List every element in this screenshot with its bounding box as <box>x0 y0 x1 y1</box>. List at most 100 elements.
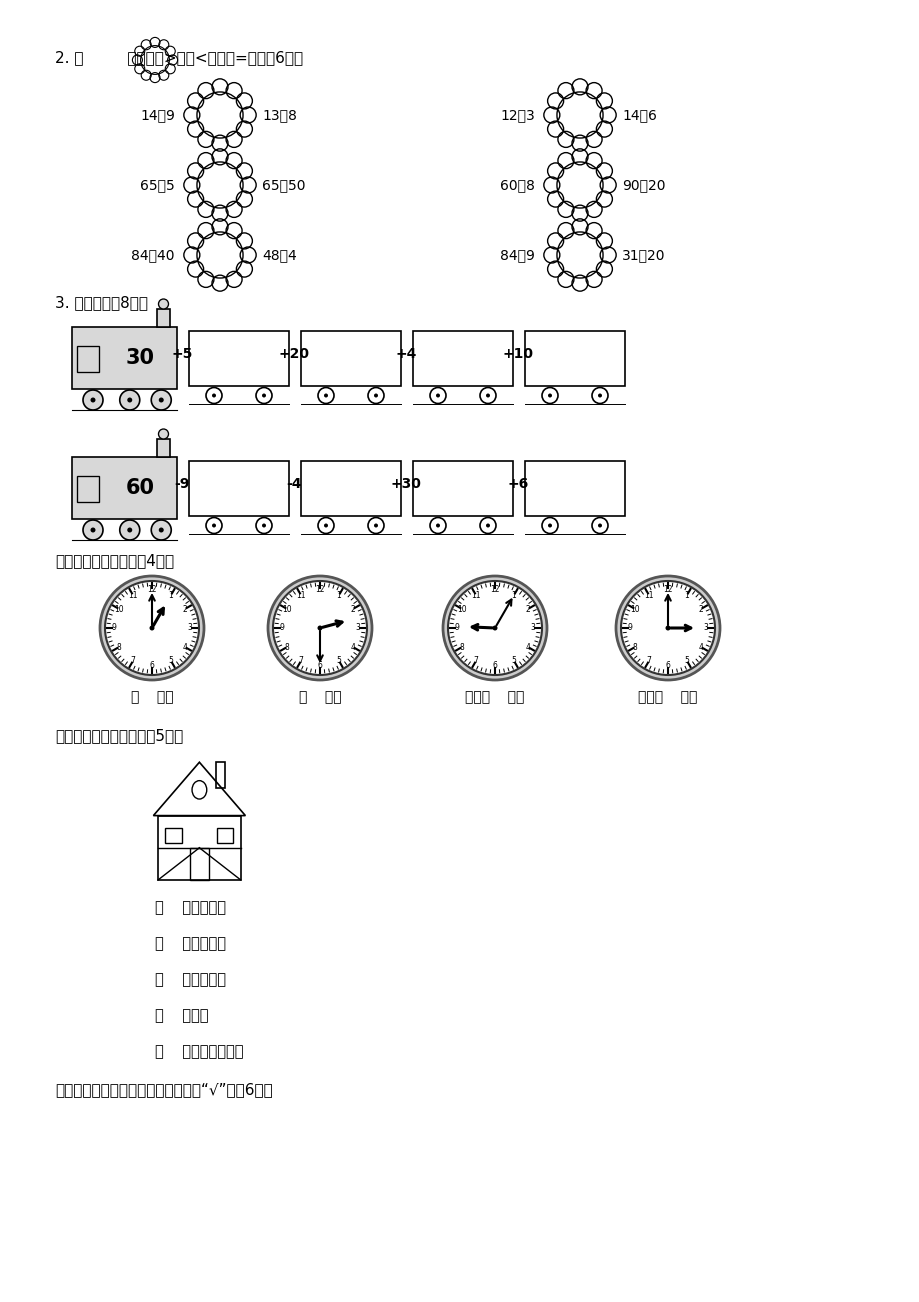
Text: 1: 1 <box>684 591 688 600</box>
Text: 3: 3 <box>355 624 360 633</box>
Text: 9: 9 <box>279 624 284 633</box>
Text: 1: 1 <box>336 591 341 600</box>
Text: 60: 60 <box>126 478 154 497</box>
Text: +30: +30 <box>391 477 421 491</box>
Text: 4: 4 <box>698 642 703 651</box>
Circle shape <box>374 393 378 397</box>
Circle shape <box>119 519 140 540</box>
Text: 5: 5 <box>168 656 174 665</box>
Circle shape <box>267 575 371 680</box>
Circle shape <box>83 391 103 410</box>
Text: 90－20: 90－20 <box>621 178 664 191</box>
Circle shape <box>664 625 670 630</box>
Text: 4: 4 <box>350 642 355 651</box>
Text: 5: 5 <box>336 656 341 665</box>
Text: 10: 10 <box>457 604 467 613</box>
Circle shape <box>597 393 601 397</box>
Circle shape <box>374 523 378 527</box>
Text: 9: 9 <box>111 624 117 633</box>
Text: （    ）个长方形: （ ）个长方形 <box>154 900 226 915</box>
Circle shape <box>151 519 171 540</box>
Text: 9: 9 <box>454 624 459 633</box>
FancyBboxPatch shape <box>157 439 170 457</box>
Circle shape <box>436 393 439 397</box>
Text: 1: 1 <box>511 591 516 600</box>
FancyBboxPatch shape <box>72 327 176 389</box>
Text: 6: 6 <box>317 661 322 671</box>
Text: 12: 12 <box>663 586 672 595</box>
FancyBboxPatch shape <box>157 309 170 327</box>
Circle shape <box>149 625 154 630</box>
Text: 7: 7 <box>646 656 651 665</box>
Circle shape <box>127 397 132 402</box>
Text: 3: 3 <box>530 624 535 633</box>
Text: 12－3: 12－3 <box>500 108 535 122</box>
Text: 12: 12 <box>315 586 324 595</box>
Text: 四、数一数，填一填。（5分）: 四、数一数，填一填。（5分） <box>55 728 183 743</box>
FancyBboxPatch shape <box>72 457 176 519</box>
Text: 11: 11 <box>296 591 305 600</box>
Text: 84－9: 84－9 <box>500 247 535 262</box>
Circle shape <box>158 299 168 309</box>
Circle shape <box>127 527 132 533</box>
Circle shape <box>317 625 323 630</box>
Circle shape <box>159 397 164 402</box>
Text: 12: 12 <box>147 586 156 595</box>
Text: 60＋8: 60＋8 <box>500 178 535 191</box>
Circle shape <box>100 575 204 680</box>
Text: 2: 2 <box>350 604 355 613</box>
Circle shape <box>616 575 720 680</box>
Text: 快到（    ）时: 快到（ ）时 <box>638 690 697 704</box>
Text: 2: 2 <box>698 604 702 613</box>
Text: 3. 开火车。（8分）: 3. 开火车。（8分） <box>55 296 148 310</box>
Text: （    ）个正方形: （ ）个正方形 <box>154 973 226 987</box>
Text: 1: 1 <box>168 591 173 600</box>
Circle shape <box>597 523 601 527</box>
Text: 2: 2 <box>525 604 529 613</box>
Circle shape <box>105 581 199 674</box>
Text: 6: 6 <box>664 661 670 671</box>
Text: +6: +6 <box>506 477 528 491</box>
Circle shape <box>548 523 551 527</box>
Circle shape <box>262 393 266 397</box>
Text: （    ）时: （ ）时 <box>130 690 173 704</box>
Text: 11: 11 <box>128 591 138 600</box>
Circle shape <box>436 523 439 527</box>
Circle shape <box>90 527 96 533</box>
Text: 84－40: 84－40 <box>131 247 175 262</box>
Text: +20: +20 <box>278 348 309 361</box>
Text: 刚过（    ）时: 刚过（ ）时 <box>465 690 524 704</box>
Text: 10: 10 <box>630 604 640 613</box>
Circle shape <box>485 393 490 397</box>
Text: 10: 10 <box>282 604 291 613</box>
Circle shape <box>448 581 541 674</box>
Text: 3: 3 <box>187 624 192 633</box>
Circle shape <box>83 519 103 540</box>
Text: -9: -9 <box>174 477 189 491</box>
Text: 5: 5 <box>684 656 688 665</box>
Text: 13－8: 13－8 <box>262 108 297 122</box>
Text: 7: 7 <box>473 656 478 665</box>
Text: 30: 30 <box>126 348 154 368</box>
Circle shape <box>159 527 164 533</box>
Text: 2: 2 <box>182 604 187 613</box>
Text: 8: 8 <box>284 642 289 651</box>
Circle shape <box>90 397 96 402</box>
Text: 4: 4 <box>525 642 529 651</box>
Circle shape <box>151 391 171 410</box>
Circle shape <box>119 391 140 410</box>
Circle shape <box>492 625 497 630</box>
Text: 9: 9 <box>627 624 631 633</box>
Text: （    ）时: （ ）时 <box>299 690 341 704</box>
Text: +5: +5 <box>171 348 192 361</box>
Text: 31＋20: 31＋20 <box>621 247 664 262</box>
Text: 14－6: 14－6 <box>621 108 656 122</box>
Text: 6: 6 <box>492 661 497 671</box>
Circle shape <box>262 523 266 527</box>
Circle shape <box>211 523 216 527</box>
Text: 65－50: 65－50 <box>262 178 305 191</box>
Circle shape <box>548 393 551 397</box>
Circle shape <box>323 523 328 527</box>
Text: 5: 5 <box>511 656 516 665</box>
Text: 10: 10 <box>114 604 124 613</box>
